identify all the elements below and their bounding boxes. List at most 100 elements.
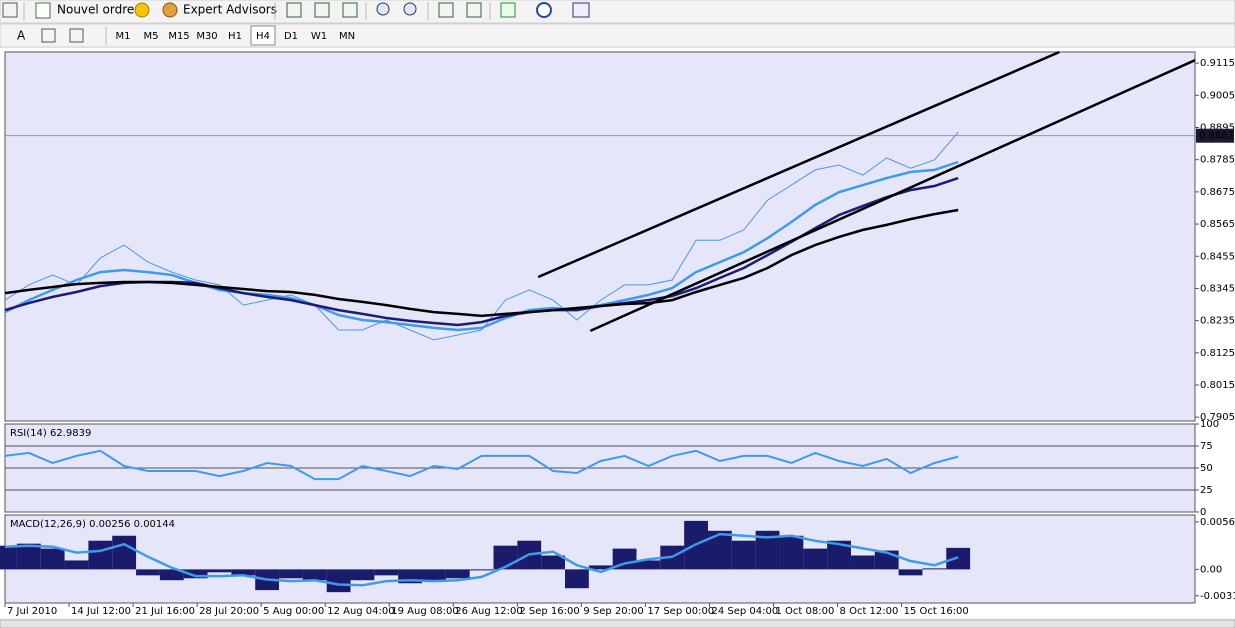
x-tick-label: 14 Jul 12:00 [71,606,131,617]
y-tick-label: 0.8125 [1200,348,1235,359]
histogram-bar [707,530,732,570]
x-tick-label: 28 Jul 20:00 [199,606,259,617]
y-tick-label: 0 [1200,507,1206,518]
current-price-box [1196,128,1234,143]
y-tick-label: 50 [1200,463,1213,474]
line-icon[interactable] [342,2,358,18]
timeframe-button[interactable]: W1 [311,31,327,42]
y-tick-label: 75 [1200,441,1213,452]
histogram-bar [636,560,661,570]
y-tick-label: 0.8895 [1200,122,1235,133]
y-tick-label: 0.8345 [1200,283,1235,294]
timeframe-button[interactable]: M5 [144,31,159,42]
label-tool[interactable] [41,28,56,43]
histogram-bar [445,569,470,579]
histogram-bar [469,569,494,571]
new-order-button[interactable]: Nouvel ordre [57,3,134,17]
expert-icon[interactable] [162,2,178,18]
timeframe-button[interactable]: H1 [228,31,242,42]
y-tick-label: 0.8235 [1200,316,1235,327]
series-line [4,208,959,318]
histogram-bar [112,535,137,570]
x-tick-label: 26 Aug 12:00 [455,606,522,617]
zoom-out-icon[interactable] [403,2,417,16]
y-tick-label: 0.9115 [1200,58,1235,69]
trend-line [537,50,1060,279]
current-price-label: 0.8867 [1199,131,1234,142]
histogram-bar [898,569,923,576]
y-tick-label: 0.8785 [1200,155,1235,166]
indicators-icon[interactable] [500,2,516,18]
expert-advisors-button[interactable]: Expert Advisors [183,3,277,17]
histogram-bar [755,530,780,570]
timeframe-button[interactable]: M1 [116,31,131,42]
y-tick-label: 0.9005 [1200,90,1235,101]
histogram-bar [0,545,17,570]
histogram-bar [159,569,184,581]
candle-icon[interactable] [314,2,330,18]
y-tick-label: 0.00 [1200,564,1222,575]
histogram-bar [88,540,113,570]
histogram-bar [231,569,256,576]
y-tick-label: 0.8015 [1200,380,1235,391]
histogram-bar [183,569,208,579]
histogram-bar [422,569,446,581]
y-tick-label: 100 [1200,419,1219,430]
x-tick-label: 2 Sep 16:00 [519,606,579,617]
y-tick-label: -0.00314 [1200,591,1235,602]
x-tick-label: 8 Oct 12:00 [840,606,899,617]
histogram-bar [64,560,89,570]
autoscroll-icon[interactable] [438,2,454,18]
histogram-bar [326,569,351,593]
trend-line [589,59,1196,333]
zoom-icon[interactable] [2,2,18,18]
histogram-bar [207,569,232,573]
x-tick-label: 9 Sep 20:00 [583,606,643,617]
tab-strip [0,619,1235,628]
timeframe-button[interactable]: H4 [256,31,270,42]
panel-bg [4,51,1196,422]
new-order-icon[interactable] [35,2,51,19]
histogram-bar [588,565,613,570]
x-tick-label: 15 Oct 16:00 [904,606,969,617]
shift-icon[interactable] [466,2,482,18]
histogram-bar [541,555,565,570]
x-tick-label: 5 Aug 00:00 [263,606,324,617]
series-line [4,131,959,341]
periods-icon[interactable] [536,2,552,18]
timeframe-button[interactable]: D1 [284,31,298,42]
histogram-bar [136,569,160,576]
x-tick-label: 24 Sep 04:00 [711,606,778,617]
zoom-in-icon[interactable] [376,2,390,16]
histogram-bar [827,540,851,570]
timeframe-button[interactable]: MN [339,31,355,42]
alert-icon[interactable] [134,2,150,18]
x-tick-label: 1 Oct 08:00 [776,606,835,617]
series-line [4,449,959,481]
templates-icon[interactable] [572,2,590,18]
arrows-tool[interactable] [69,28,84,43]
panel-title: MACD(12,26,9) 0.00256 0.00144 [10,519,175,530]
bar-chart-icon[interactable] [286,2,302,18]
histogram-bar [565,569,589,589]
x-tick-label: 17 Sep 00:00 [647,606,714,617]
histogram-bar [850,555,875,570]
histogram-bar [946,547,971,570]
timeframe-button[interactable]: M15 [168,31,189,42]
histogram-bar [16,543,41,570]
y-tick-label: 0.00565 [1200,517,1235,528]
histogram-bar [779,535,804,570]
y-tick-label: 25 [1200,485,1213,496]
histogram-bar [374,569,399,576]
y-tick-label: 0.8675 [1200,187,1235,198]
timeframe-button[interactable]: M30 [196,31,217,42]
timeframes: M1 M5 M15 M30 H1 H4 D1 W1 MN [116,25,355,46]
x-tick-label: 7 Jul 2010 [7,606,57,617]
panel-title: RSI(14) 62.9839 [10,428,91,439]
histogram-bar [731,540,756,570]
toolbar-row [0,0,1235,24]
histogram-bar [922,568,947,570]
panel-bg [4,514,1196,604]
text-tool[interactable]: A [17,29,26,43]
x-tick-label: 12 Aug 04:00 [327,606,394,617]
